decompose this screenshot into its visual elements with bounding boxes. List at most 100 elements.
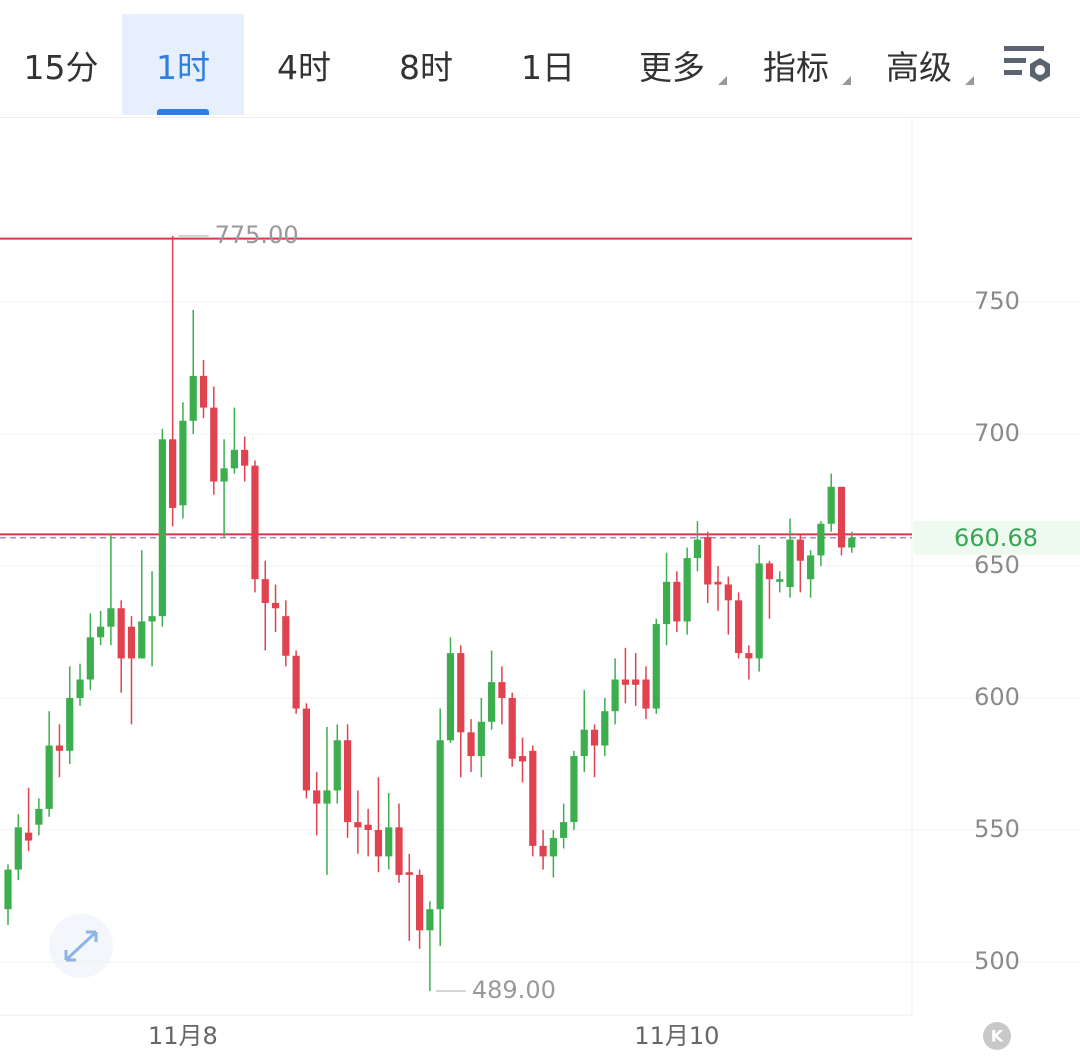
- candle-body: [560, 822, 568, 838]
- candle-body: [4, 869, 12, 910]
- candle-body: [117, 608, 125, 659]
- tab[interactable]: 1时: [122, 14, 244, 115]
- candle-body: [416, 874, 424, 931]
- candle-body: [107, 608, 115, 627]
- corner-button-label: K: [991, 1027, 1004, 1046]
- candle-body: [76, 679, 84, 698]
- tab[interactable]: 高级: [858, 14, 980, 115]
- candle-body: [683, 558, 691, 622]
- candle-body: [745, 653, 753, 659]
- expand-icon: [64, 930, 98, 962]
- candle-body: [127, 626, 136, 659]
- y-tick-label: 550: [974, 815, 1020, 843]
- candle-body: [724, 584, 732, 601]
- candle-body: [632, 679, 640, 685]
- candle-body: [24, 832, 33, 841]
- candle-body: [55, 745, 64, 751]
- last-price-label: 660.68: [954, 524, 1038, 552]
- candle-body: [807, 555, 815, 580]
- candle-body: [776, 579, 784, 582]
- candle-body: [765, 563, 774, 580]
- settings-icon[interactable]: [1002, 44, 1058, 88]
- dropdown-arrow: [965, 76, 974, 85]
- dropdown-arrow: [842, 76, 851, 85]
- candle-body: [35, 808, 43, 825]
- tab-label: 更多: [639, 47, 705, 87]
- chart: K 500 550 600 650 700 750 11月8 11月10 660.68 775.0…: [0, 117, 1080, 1050]
- candle-body: [848, 537, 856, 548]
- candle-body: [97, 626, 105, 638]
- tab[interactable]: 8时: [365, 14, 487, 115]
- candle-body: [590, 729, 599, 746]
- candle-body: [179, 420, 187, 506]
- candle-body: [364, 824, 372, 830]
- candle-body: [796, 539, 804, 561]
- y-tick-label: 650: [974, 551, 1020, 579]
- candle-body: [158, 439, 166, 617]
- candle-body: [580, 729, 588, 757]
- candle-body: [714, 581, 722, 585]
- tab-label: 4时: [277, 47, 331, 87]
- tab-label: 1时: [156, 47, 210, 87]
- toolbar: 高级 指标 更多 1日 8时 4时 1时 15分: [0, 0, 1080, 118]
- candle-body: [220, 468, 228, 482]
- tab[interactable]: 15分: [0, 14, 122, 115]
- last-price-badge: [914, 520, 1080, 555]
- candle-body: [374, 830, 383, 857]
- dropdown-arrow: [718, 76, 727, 85]
- tab[interactable]: 1日: [487, 14, 609, 115]
- x-tick-label: 11月8: [148, 1022, 218, 1050]
- candle-body: [230, 449, 238, 469]
- candle-body: [148, 616, 156, 622]
- candle-body: [14, 827, 22, 870]
- corner-button[interactable]: [983, 1022, 1011, 1050]
- candle-body: [405, 872, 413, 875]
- tab[interactable]: 4时: [243, 14, 365, 115]
- candle-body: [837, 486, 846, 548]
- candle-body: [817, 523, 825, 556]
- tab-label: 1日: [521, 47, 575, 87]
- candle-body: [261, 579, 269, 603]
- candle-body: [755, 563, 763, 659]
- candle-body: [302, 708, 311, 791]
- candle-body: [282, 616, 290, 656]
- candle-body: [45, 745, 53, 809]
- candle-body: [241, 449, 249, 466]
- candle-body: [734, 600, 743, 654]
- candle-body: [693, 539, 702, 559]
- candle-body: [786, 539, 794, 588]
- y-tick-label: 600: [974, 683, 1020, 711]
- candle-body: [477, 721, 485, 757]
- candle-body: [498, 682, 506, 698]
- candle-body: [138, 621, 146, 659]
- candle-body: [467, 732, 475, 757]
- candle-body: [611, 679, 619, 712]
- candle-body: [86, 637, 94, 680]
- candle-body: [529, 750, 537, 846]
- candle-body: [323, 790, 331, 804]
- candle-body: [652, 624, 660, 709]
- candle-body: [570, 756, 578, 823]
- tab[interactable]: 更多: [611, 14, 733, 115]
- tab-label: 8时: [399, 47, 453, 87]
- candle-body: [662, 581, 671, 625]
- candle-body: [189, 375, 197, 421]
- candle-body: [426, 909, 434, 931]
- candle-body: [704, 536, 712, 585]
- candle-body: [313, 790, 321, 804]
- candle-body: [673, 581, 681, 622]
- x-tick-label: 11月10: [634, 1022, 719, 1050]
- candle-body: [621, 679, 629, 685]
- candle-body: [539, 845, 547, 857]
- candle-body: [827, 486, 835, 524]
- tab[interactable]: 指标: [735, 14, 857, 115]
- candle-body: [343, 740, 352, 823]
- candle-body: [436, 740, 444, 910]
- y-tick-label: 500: [974, 947, 1020, 975]
- candle-body: [508, 698, 516, 759]
- candle-body: [446, 653, 455, 741]
- candle-body: [518, 756, 527, 762]
- candle-body: [251, 465, 259, 580]
- tab-label: 指标: [763, 47, 829, 87]
